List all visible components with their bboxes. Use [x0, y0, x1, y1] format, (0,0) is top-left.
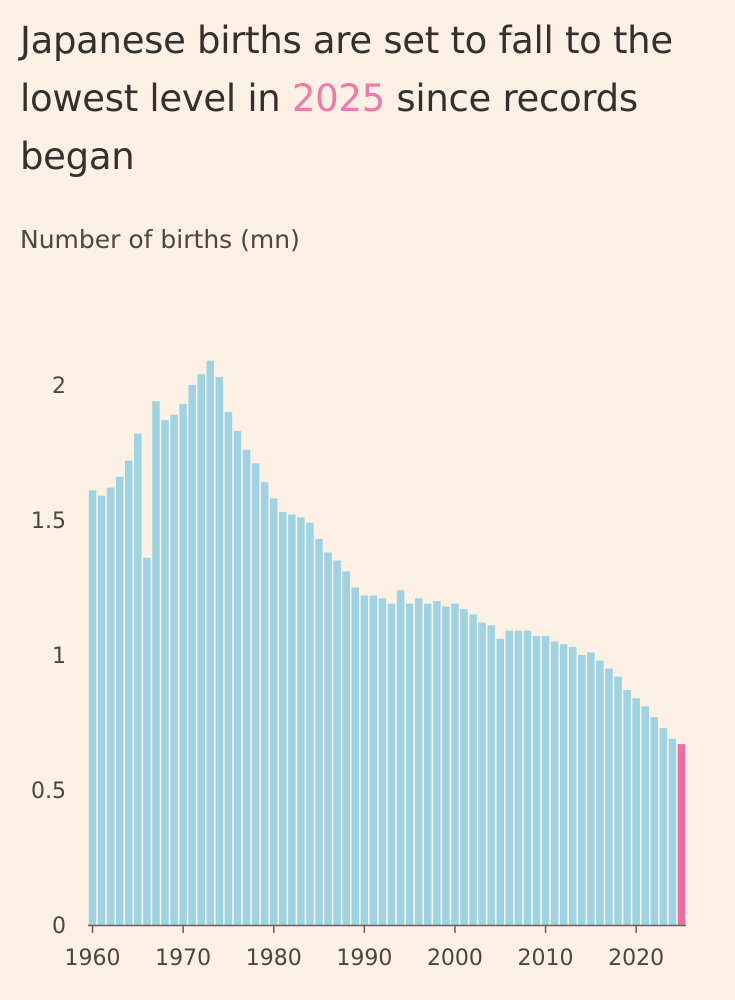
bar-2001 — [460, 609, 468, 925]
bar-1967 — [152, 401, 160, 925]
y-tick-label-2: 1 — [52, 644, 66, 669]
bar-2003 — [478, 622, 486, 925]
bar-2005 — [496, 638, 504, 925]
bar-1984 — [306, 522, 314, 925]
bar-1996 — [414, 598, 423, 925]
bar-1976 — [233, 430, 242, 925]
bar-1991 — [369, 595, 378, 925]
bar-2017 — [605, 668, 613, 925]
bar-2009 — [532, 636, 541, 925]
bar-2025 — [677, 744, 686, 925]
bar-1990 — [360, 595, 369, 925]
chart-title-highlight-year: 2025 — [291, 77, 385, 120]
bar-1997 — [424, 603, 432, 925]
bar-1988 — [342, 571, 350, 925]
bar-1982 — [288, 514, 296, 925]
bar-2019 — [623, 690, 631, 925]
bar-2012 — [559, 644, 568, 925]
bar-1963 — [115, 476, 124, 925]
bar-1975 — [224, 412, 233, 925]
bar-1980 — [270, 498, 278, 925]
x-tick-label-1960: 1960 — [65, 946, 121, 971]
bar-1983 — [297, 517, 305, 925]
bar-1987 — [333, 560, 341, 925]
bar-1999 — [442, 606, 450, 925]
bar-1985 — [315, 538, 323, 925]
chart-title-part1: Japanese births are set to fall to the l… — [20, 19, 673, 120]
bar-1973 — [206, 360, 215, 925]
bar-2007 — [514, 630, 523, 925]
bar-2015 — [587, 652, 595, 925]
bar-1964 — [125, 460, 133, 925]
bar-1998 — [433, 601, 441, 925]
bar-2013 — [569, 646, 577, 925]
bar-1962 — [106, 487, 115, 925]
bar-2024 — [668, 738, 677, 925]
bar-2006 — [505, 630, 514, 925]
y-tick-label-4: 2 — [52, 374, 66, 399]
bar-2008 — [523, 630, 532, 925]
chart-title-part2: since records began — [20, 77, 638, 178]
bar-2010 — [541, 636, 550, 925]
x-tick-label-1980: 1980 — [246, 946, 302, 971]
bar-1974 — [215, 376, 224, 925]
bar-2023 — [659, 727, 668, 925]
bar-1969 — [170, 414, 178, 925]
bar-1965 — [134, 433, 142, 925]
bar-2018 — [614, 676, 622, 925]
bar-2011 — [550, 641, 559, 925]
y-axis-label: Number of births (mn) — [20, 225, 300, 254]
bar-1972 — [197, 374, 205, 925]
bar-2004 — [487, 625, 495, 925]
bar-1966 — [143, 557, 151, 925]
bar-2016 — [596, 660, 604, 925]
y-tick-label-0: 0 — [52, 914, 66, 939]
bar-2014 — [578, 655, 586, 925]
x-tick-label-1970: 1970 — [155, 946, 211, 971]
bar-1989 — [351, 587, 360, 925]
bar-2000 — [451, 603, 459, 925]
bar-2002 — [469, 614, 477, 925]
chart-title: Japanese births are set to fall to the l… — [20, 12, 720, 186]
bar-1968 — [161, 420, 169, 925]
bar-2022 — [650, 717, 659, 925]
bar-1960 — [88, 490, 97, 925]
bar-1961 — [97, 495, 106, 925]
x-tick-label-2000: 2000 — [427, 946, 483, 971]
bar-1993 — [387, 603, 396, 925]
bar-1994 — [396, 590, 405, 925]
bar-1977 — [242, 449, 251, 925]
x-tick-label-2020: 2020 — [608, 946, 664, 971]
bar-2020 — [632, 698, 640, 925]
bar-1970 — [179, 403, 187, 925]
bar-1979 — [260, 482, 269, 925]
bar-1981 — [279, 511, 287, 925]
y-tick-label-1: 0.5 — [31, 779, 66, 804]
bar-1978 — [251, 463, 260, 925]
bar-1995 — [405, 603, 414, 925]
y-tick-label-3: 1.5 — [31, 509, 66, 534]
bar-1986 — [324, 552, 332, 925]
bar-1971 — [188, 385, 196, 925]
x-tick-label-2010: 2010 — [518, 946, 574, 971]
x-tick-label-1990: 1990 — [336, 946, 392, 971]
bar-1992 — [378, 598, 387, 925]
bar-2021 — [641, 706, 649, 925]
